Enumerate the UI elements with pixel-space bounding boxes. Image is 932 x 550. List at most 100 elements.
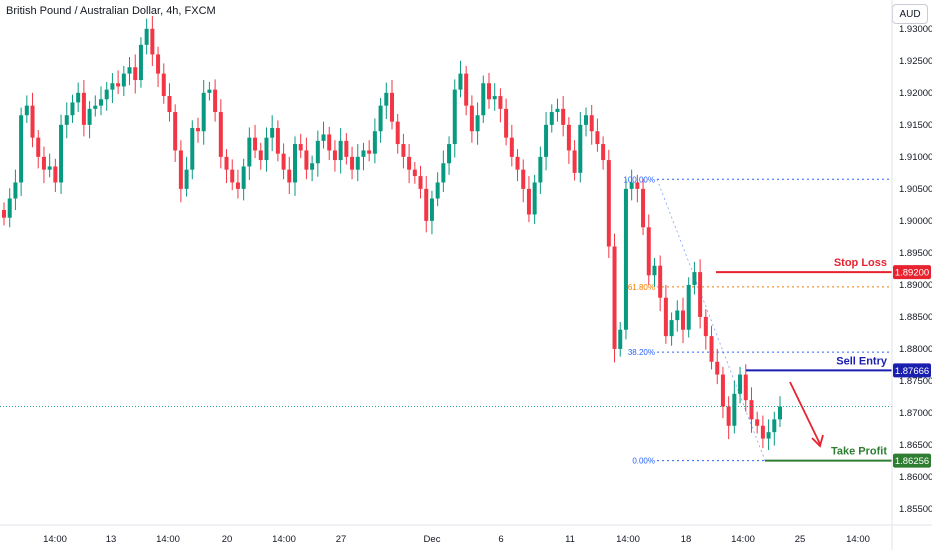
y-tick-label: 1.90000 xyxy=(899,216,932,227)
candle-body xyxy=(469,105,474,132)
candle xyxy=(401,133,406,169)
y-tick-label: 1.92000 xyxy=(899,88,932,99)
candle xyxy=(612,233,617,363)
candle-body xyxy=(315,140,320,164)
candle xyxy=(378,97,383,143)
candle-body xyxy=(190,128,195,170)
x-tick-label: 14:00 xyxy=(846,534,870,545)
candle xyxy=(778,396,782,428)
candle xyxy=(635,174,640,203)
candle xyxy=(498,88,503,123)
candle xyxy=(390,80,394,130)
candle-body xyxy=(355,156,360,170)
arrow-head-icon xyxy=(811,434,824,448)
candle-body xyxy=(578,124,583,173)
candle xyxy=(618,322,623,357)
candle-body xyxy=(669,320,674,337)
candle xyxy=(492,83,497,111)
candle xyxy=(275,120,280,162)
y-tick-label: 1.86500 xyxy=(899,440,932,451)
candle-body xyxy=(304,150,309,170)
candle xyxy=(720,366,725,419)
candle-body xyxy=(287,169,292,183)
x-tick-label: 11 xyxy=(565,534,575,545)
candle xyxy=(760,415,765,449)
candle-body xyxy=(755,419,760,426)
candle xyxy=(116,70,121,95)
candle-body xyxy=(407,156,412,170)
candle xyxy=(652,258,657,287)
candle xyxy=(178,140,183,203)
candle-body xyxy=(509,137,514,157)
candle xyxy=(281,143,286,180)
candle-body xyxy=(264,137,269,161)
stop-loss-price-tag xyxy=(893,265,931,280)
candle-body xyxy=(521,169,526,189)
candle-body xyxy=(378,105,383,132)
candle xyxy=(304,137,309,180)
candle-body xyxy=(749,400,754,420)
candle xyxy=(464,65,469,116)
candle xyxy=(418,165,423,199)
candle-body xyxy=(70,102,75,116)
candle xyxy=(458,60,463,98)
y-tick-label: 1.87000 xyxy=(899,408,932,419)
candle-body xyxy=(629,182,634,189)
candle xyxy=(566,117,571,164)
stop-loss-price: 1.89200 xyxy=(895,268,929,279)
stop-loss-label: Stop Loss xyxy=(834,257,887,269)
y-tick-label: 1.88500 xyxy=(899,312,932,323)
candle-body xyxy=(350,156,355,170)
candle-body xyxy=(595,131,600,145)
candle-body xyxy=(99,99,103,106)
candle xyxy=(361,142,366,171)
candle xyxy=(686,277,691,338)
candle xyxy=(669,312,674,346)
candle xyxy=(247,127,252,180)
candle xyxy=(253,124,258,159)
candle xyxy=(572,140,577,181)
candle-body xyxy=(144,28,149,45)
candle-body xyxy=(555,108,560,113)
candle xyxy=(424,176,429,233)
candle xyxy=(412,161,417,184)
candle-body xyxy=(561,108,566,125)
candle xyxy=(435,172,440,207)
candle xyxy=(332,140,337,172)
candle xyxy=(367,140,372,162)
candle xyxy=(298,133,303,159)
candle-body xyxy=(441,163,446,183)
candle-body xyxy=(247,137,252,167)
candle-body xyxy=(81,92,86,125)
candle-body xyxy=(418,176,423,189)
candle-body xyxy=(424,188,429,221)
candle xyxy=(681,297,685,344)
candle xyxy=(264,127,269,172)
candle-body xyxy=(658,265,663,298)
candle-body xyxy=(544,124,549,157)
candle xyxy=(395,113,400,154)
candle xyxy=(241,158,246,201)
candle-body xyxy=(196,128,200,132)
sell-entry-label: Sell Entry xyxy=(836,355,888,367)
candle xyxy=(13,169,18,210)
y-tick-label: 1.91000 xyxy=(899,152,932,163)
take-profit-price: 1.86256 xyxy=(895,456,929,467)
candle-body xyxy=(133,67,138,81)
candle xyxy=(601,136,606,170)
candle-body xyxy=(743,374,748,401)
candle-body xyxy=(344,140,349,157)
candle-body xyxy=(698,272,703,317)
candle-body xyxy=(116,83,121,87)
x-tick-label: 20 xyxy=(222,534,233,545)
projection-arrow xyxy=(789,381,821,445)
candle-body xyxy=(452,89,457,145)
candle-body xyxy=(138,44,143,81)
candle xyxy=(738,366,743,404)
candle-body xyxy=(623,188,628,330)
candle xyxy=(30,92,35,148)
x-tick-label: 14:00 xyxy=(272,534,296,545)
sell-entry-price: 1.87666 xyxy=(895,366,929,377)
candle xyxy=(595,118,600,152)
